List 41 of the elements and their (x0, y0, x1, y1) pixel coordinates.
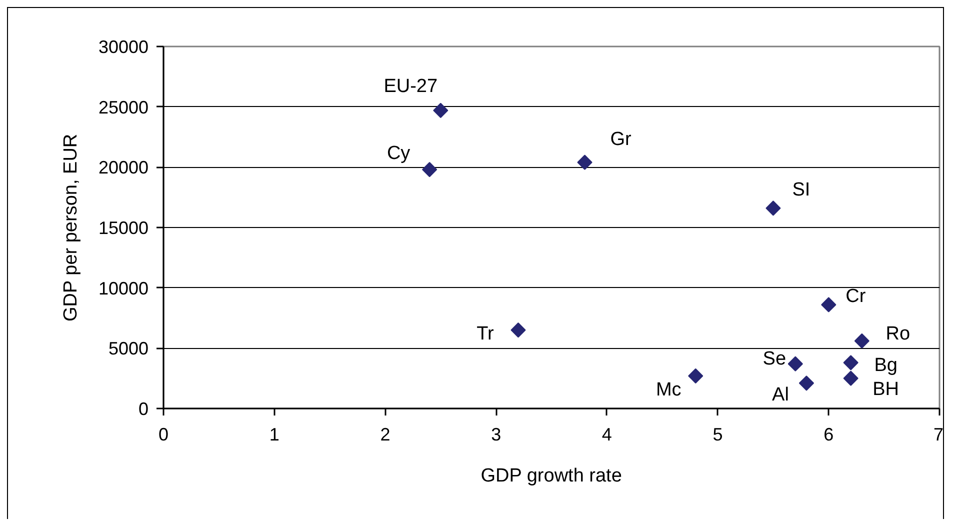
x-tick-label: 5 (712, 424, 723, 444)
point (577, 154, 592, 170)
point (510, 322, 526, 338)
annotation: BH (872, 378, 900, 400)
y-tick-label: 20000 (98, 158, 149, 178)
y-tick-label: 25000 (98, 97, 149, 118)
x-tick-label: 0 (158, 424, 169, 444)
point (843, 370, 858, 386)
y-tick-label: 15000 (98, 218, 149, 238)
annotation: Gr (610, 128, 632, 150)
point (788, 356, 803, 372)
point (854, 333, 870, 348)
y-tick-label: 5000 (108, 338, 149, 359)
annotation: SI (792, 180, 810, 201)
point (688, 368, 704, 384)
x-tick-label: 6 (824, 424, 834, 444)
x-axis-title: GDP growth rate (480, 466, 622, 486)
point (843, 355, 858, 370)
y-axis-title: GDP per person, EUR (60, 134, 82, 322)
annotation: EU-27 (384, 76, 438, 97)
x-tick-label: 2 (380, 424, 390, 444)
point (821, 297, 836, 312)
annotation: Cr (846, 286, 866, 308)
y-tick-label: 10000 (98, 278, 149, 298)
annotation: Tr (476, 324, 495, 345)
x-tick-label: 3 (491, 424, 502, 444)
annotation: Mc (656, 379, 682, 400)
annotation: Se (762, 348, 786, 370)
point (422, 162, 438, 178)
point (766, 200, 781, 216)
x-tick-label: 7 (933, 424, 944, 444)
annotation: Cy (386, 143, 411, 164)
annotation: Ro (886, 323, 910, 344)
y-tick-label: 0 (138, 399, 149, 419)
x-tick-label: 4 (602, 424, 612, 444)
x-tick-label: 1 (269, 424, 280, 444)
point (433, 102, 448, 118)
y-tick-label: 30000 (98, 37, 149, 57)
annotation: Bg (874, 355, 898, 376)
annotation: Al (772, 384, 789, 406)
point (798, 376, 814, 391)
